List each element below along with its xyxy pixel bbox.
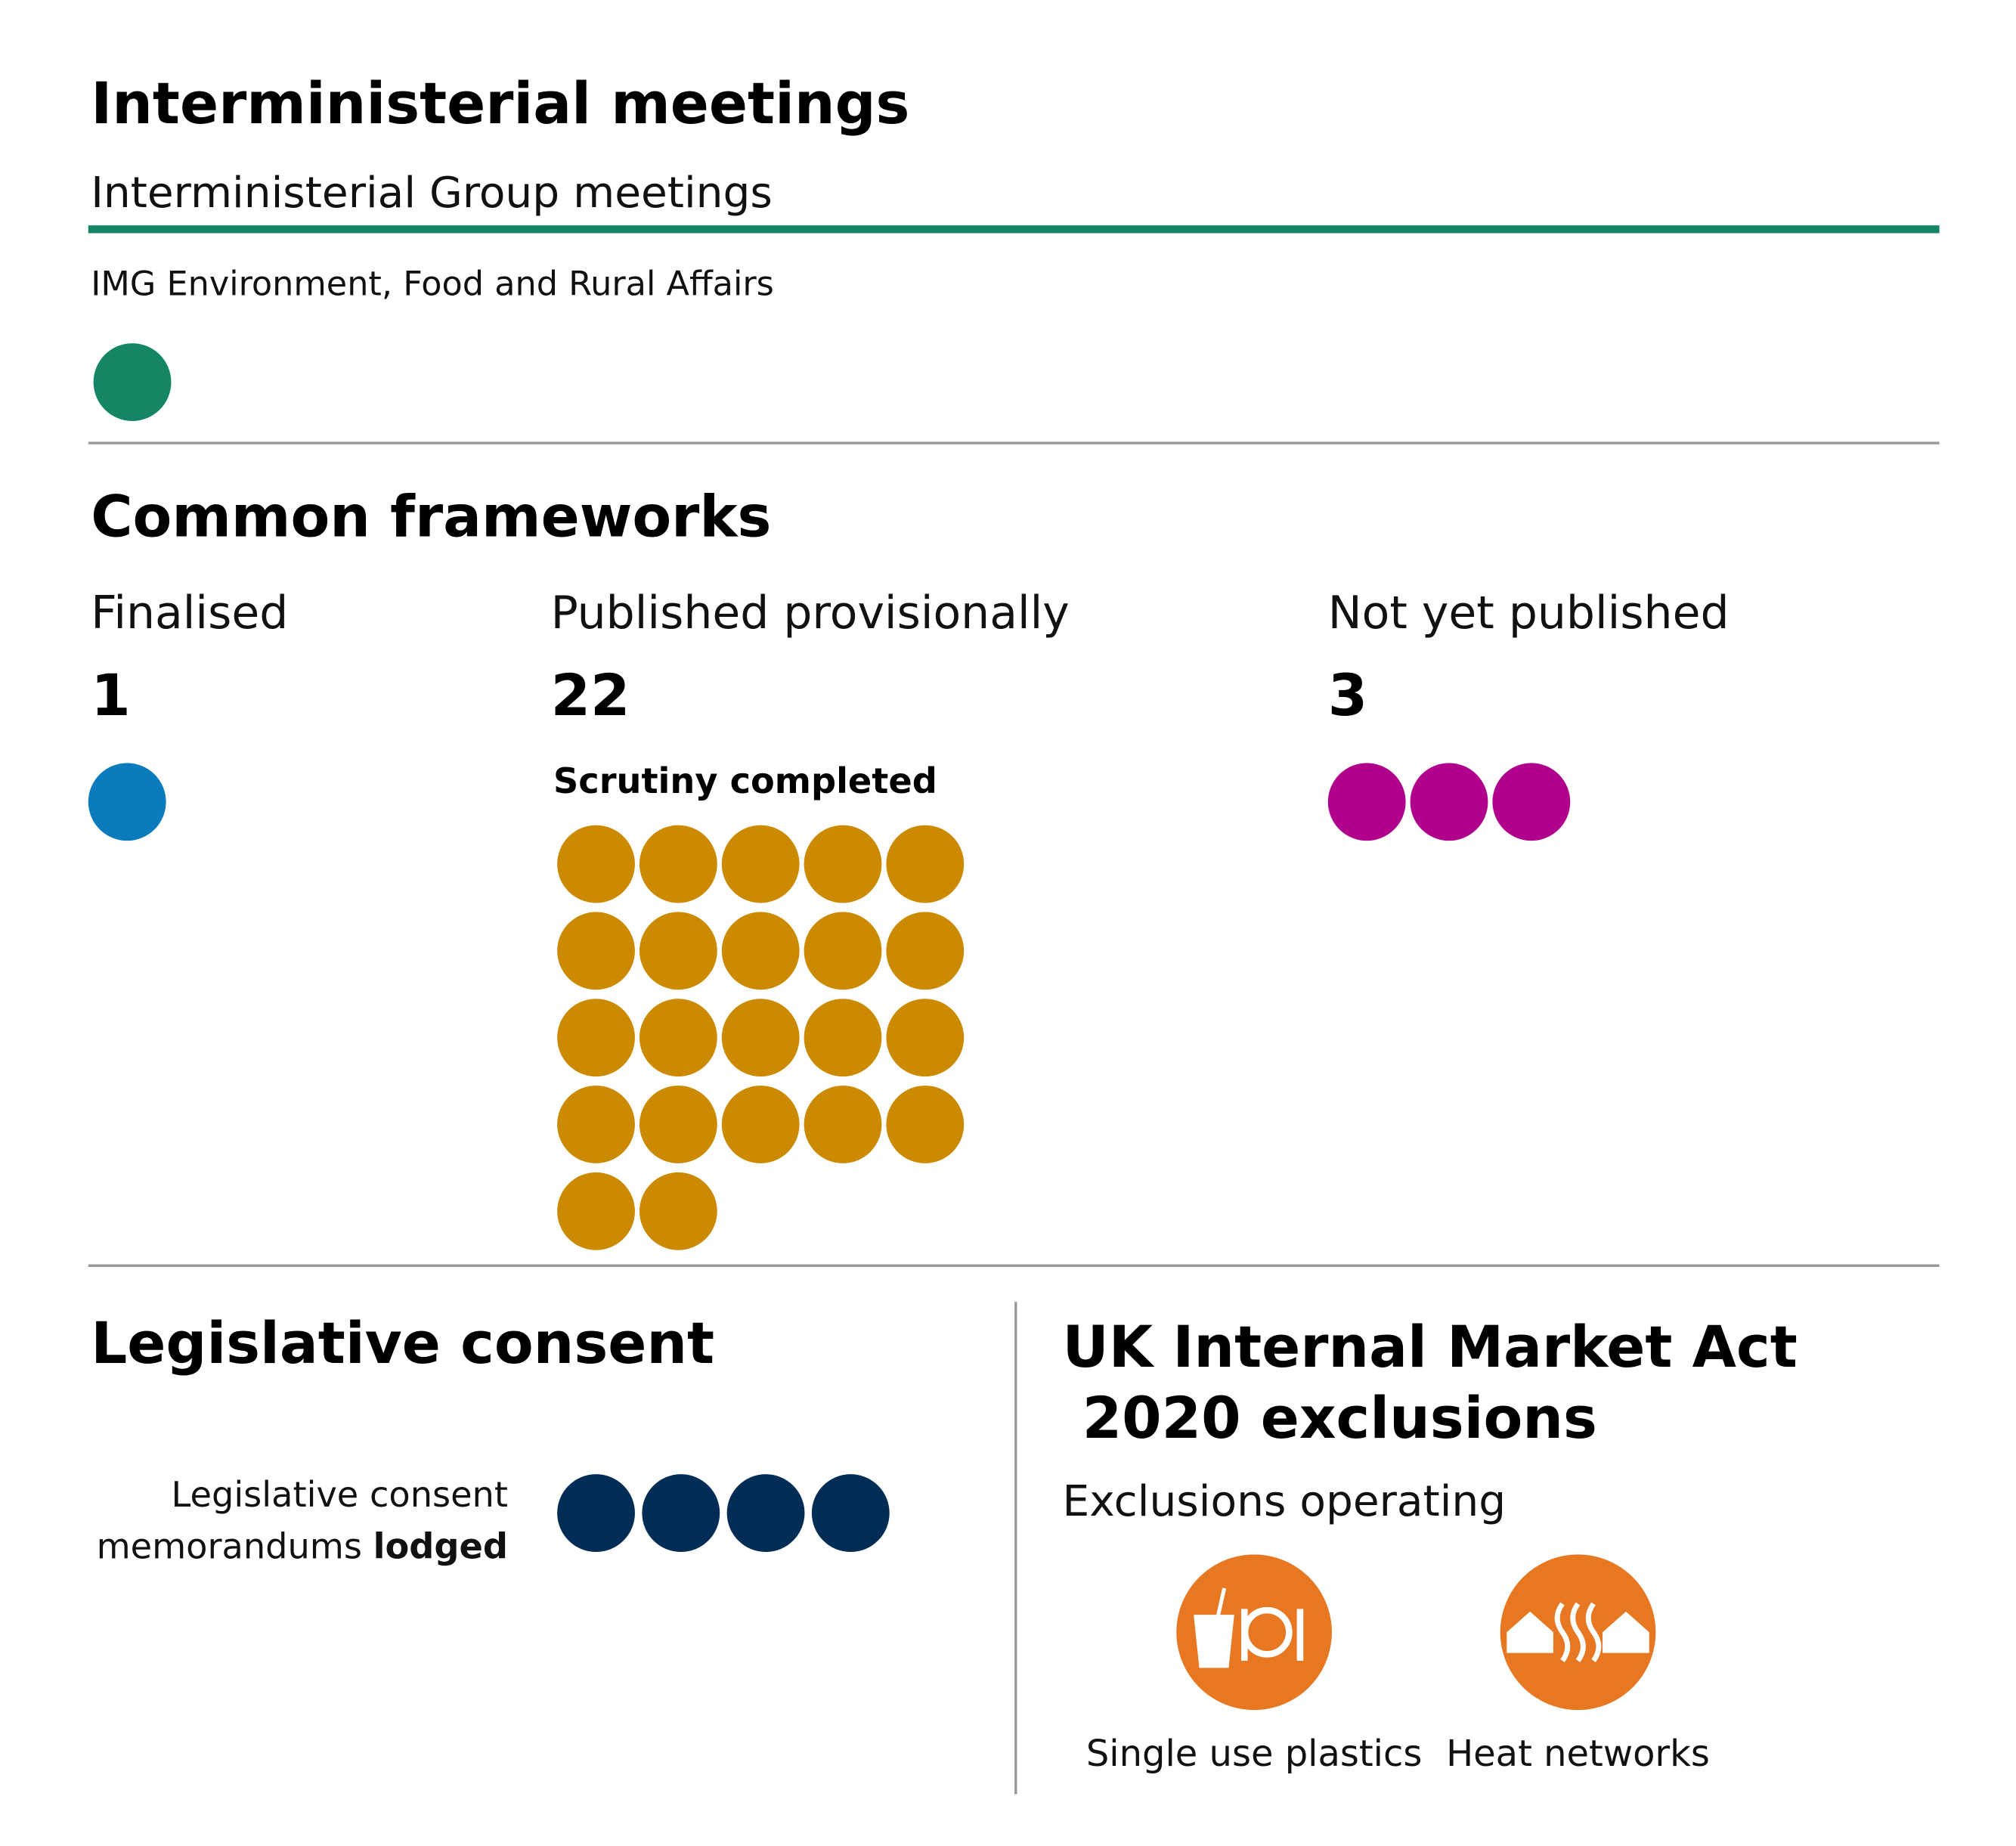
dot — [886, 825, 965, 903]
icon — [1240, 1609, 1248, 1661]
subtitle: Exclusions operating — [1062, 1477, 1506, 1526]
section-title: Interministerial meetings — [91, 70, 909, 137]
dot — [721, 912, 800, 990]
label: memorandums — [97, 1526, 362, 1567]
label: memorandums lodged — [97, 1526, 508, 1567]
dot — [726, 1474, 805, 1552]
dots — [93, 343, 172, 421]
dot — [557, 1172, 635, 1250]
dot — [639, 1172, 717, 1250]
category-label: Not yet published — [1328, 587, 1730, 640]
label: Legislative consent — [172, 1474, 508, 1515]
dots — [88, 763, 1571, 1250]
dot — [557, 1474, 635, 1552]
section-title: Legislative consent — [91, 1310, 714, 1377]
dot — [804, 825, 882, 903]
dot — [639, 825, 717, 903]
dot — [721, 825, 800, 903]
category-label: Published provisionally — [551, 587, 1070, 640]
dot — [642, 1474, 720, 1552]
icon — [1507, 1611, 1649, 1653]
count: 22 — [551, 662, 630, 729]
exclusions: Single use plastics Heat networks — [1086, 1554, 1710, 1775]
icon-circle — [1176, 1554, 1332, 1711]
count: 1 — [91, 662, 130, 729]
dot — [93, 343, 172, 421]
dot — [886, 912, 965, 990]
dot — [557, 825, 635, 903]
icon — [1296, 1609, 1304, 1661]
dot — [886, 999, 965, 1077]
item-label: Single use plastics — [1086, 1733, 1423, 1775]
section-title: 2020 exclusions — [1062, 1385, 1596, 1451]
section-title: UK Internal Market Act — [1062, 1314, 1797, 1380]
dot — [557, 1086, 635, 1163]
dots — [557, 1474, 890, 1552]
subtitle: Interministerial Group meetings — [91, 169, 773, 218]
note: Scrutiny completed — [553, 760, 937, 801]
dot — [557, 999, 635, 1077]
section-title: Common frameworks — [91, 483, 771, 550]
dot — [804, 912, 882, 990]
dot — [557, 912, 635, 990]
item-label: Heat networks — [1446, 1733, 1710, 1775]
dot — [886, 1086, 965, 1163]
dot — [804, 1086, 882, 1163]
dot — [811, 1474, 890, 1552]
dot — [88, 763, 166, 841]
dot — [639, 999, 717, 1077]
dot — [639, 912, 717, 990]
dot — [1492, 763, 1571, 841]
count: 3 — [1328, 662, 1367, 729]
icon — [1554, 1602, 1602, 1662]
dot — [1410, 763, 1488, 841]
category-label: Finalised — [91, 587, 288, 640]
group-label: IMG Environment, Food and Rural Affairs — [91, 265, 774, 304]
dot — [639, 1086, 717, 1163]
icon — [1194, 1587, 1234, 1668]
dot — [1327, 763, 1406, 841]
label-bold: lodged — [373, 1526, 508, 1567]
dot — [721, 999, 800, 1077]
dot — [804, 999, 882, 1077]
dot — [721, 1086, 800, 1163]
